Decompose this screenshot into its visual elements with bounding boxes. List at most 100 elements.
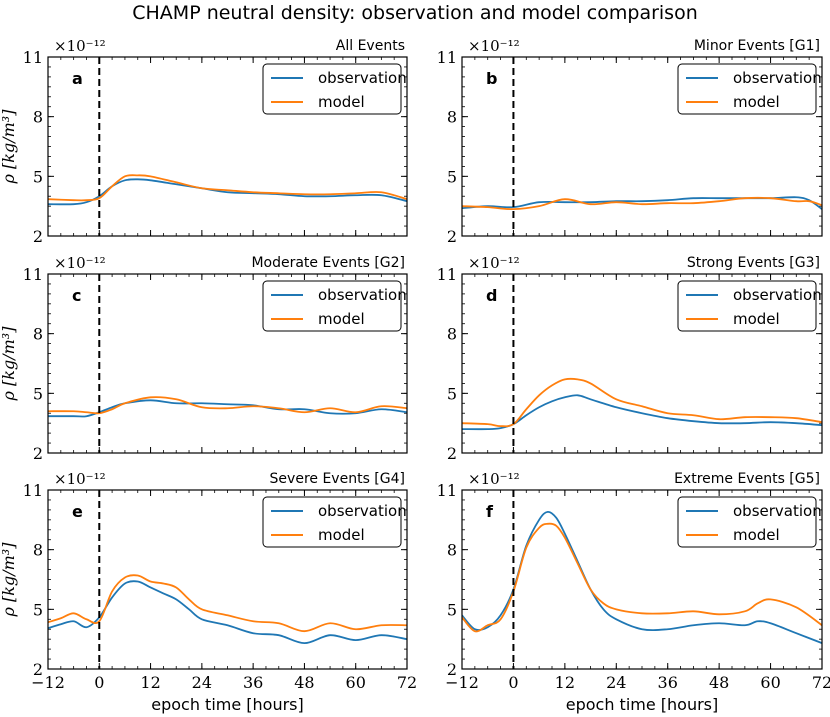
panel-title: Severe Events [G4] xyxy=(270,471,405,487)
axes-frame xyxy=(461,489,823,670)
legend-label-model: model xyxy=(318,526,365,544)
y-tick-label: 2 xyxy=(447,444,457,463)
y-tick-label: 5 xyxy=(447,384,457,403)
axes-frame xyxy=(461,273,823,454)
panel-f: −12 0 12 24 36 48 60 72 2 5 8 11 f Extreme Events [G5… xyxy=(437,470,830,714)
series-line-observation xyxy=(462,394,822,431)
legend-label-model: model xyxy=(733,310,780,328)
panel-title: Extreme Events [G5] xyxy=(674,471,820,487)
plot-area xyxy=(462,510,822,644)
panel-letter: d xyxy=(486,286,497,305)
y-axis-label: ρ [kg/m³] xyxy=(0,109,18,185)
y-tick-label: 8 xyxy=(33,108,43,127)
legend-label-model: model xyxy=(318,93,365,111)
axes-frame xyxy=(47,273,408,454)
panel-b: 2 5 8 11 b Minor Events [G1] ×10⁻¹² observation… xyxy=(437,37,823,246)
offset-label: ×10⁻¹² xyxy=(468,37,520,55)
legend-label-model: model xyxy=(733,526,780,544)
x-tick-label: 72 xyxy=(812,673,830,692)
panel-letter: a xyxy=(72,69,83,88)
y-tick-label: 8 xyxy=(447,108,457,127)
panel-e: −12 0 12 24 36 48 60 72 2 5 8 11 e Severe Events [G4]… xyxy=(0,470,417,714)
x-tick-label: 0 xyxy=(94,673,104,692)
y-tick-label: 5 xyxy=(33,600,43,619)
x-tick-label: 36 xyxy=(243,673,263,692)
x-tick-label: 48 xyxy=(294,673,314,692)
y-tick-label: 5 xyxy=(447,167,457,186)
legend: observation model xyxy=(677,63,822,115)
offset-label: ×10⁻¹² xyxy=(54,470,106,488)
y-tick-label: 5 xyxy=(33,384,43,403)
panel-a: 2 5 8 11 a All Events ×10⁻¹² observation model ρ … xyxy=(0,37,408,246)
panel-letter: b xyxy=(486,69,497,88)
x-tick-label: 36 xyxy=(658,673,678,692)
legend-label-observation: observation xyxy=(318,502,407,520)
y-tick-label: 2 xyxy=(33,660,43,679)
series-line-model xyxy=(462,522,822,633)
plot-area xyxy=(462,196,822,211)
y-tick-label: 8 xyxy=(447,325,457,344)
legend-label-observation: observation xyxy=(318,69,407,87)
y-tick-label: 5 xyxy=(33,167,43,186)
figure-title: CHAMP neutral density: observation and m… xyxy=(132,2,698,24)
panel-title: All Events xyxy=(336,38,405,54)
y-tick-label: 11 xyxy=(437,48,457,67)
y-tick-label: 8 xyxy=(447,541,457,560)
x-tick-label: 72 xyxy=(397,673,417,692)
series-line-model xyxy=(48,574,407,633)
x-tick-label: −12 xyxy=(445,673,479,692)
series-line-model xyxy=(48,174,407,202)
panel-title: Minor Events [G1] xyxy=(694,38,820,54)
legend: observation model xyxy=(262,63,407,115)
y-tick-label: 8 xyxy=(33,541,43,560)
y-tick-label: 2 xyxy=(33,227,43,246)
y-tick-label: 5 xyxy=(447,600,457,619)
legend-label-model: model xyxy=(318,310,365,328)
y-tick-label: 11 xyxy=(437,265,457,284)
y-tick-label: 2 xyxy=(33,444,43,463)
x-axis-label: epoch time [hours] xyxy=(566,695,719,714)
series-line-model xyxy=(462,196,822,211)
x-tick-label: 12 xyxy=(555,673,575,692)
legend: observation model xyxy=(262,496,407,548)
y-tick-label: 11 xyxy=(23,265,43,284)
panel-letter: e xyxy=(72,502,83,521)
offset-label: ×10⁻¹² xyxy=(54,37,106,55)
legend: observation model xyxy=(262,280,407,332)
x-tick-label: 24 xyxy=(606,673,626,692)
legend-label-observation: observation xyxy=(318,286,407,304)
x-tick-label: 0 xyxy=(508,673,518,692)
x-axis-label: epoch time [hours] xyxy=(151,695,304,714)
legend-label-model: model xyxy=(733,93,780,111)
y-tick-label: 2 xyxy=(447,227,457,246)
plot-area xyxy=(462,377,822,431)
x-tick-label: 24 xyxy=(192,673,212,692)
legend-label-observation: observation xyxy=(733,69,822,87)
y-axis-label: ρ [kg/m³] xyxy=(0,326,18,402)
axes-frame xyxy=(47,489,408,670)
x-tick-label: 12 xyxy=(140,673,160,692)
offset-label: ×10⁻¹² xyxy=(54,254,106,272)
panel-title: Strong Events [G3] xyxy=(687,255,820,271)
series-line-observation xyxy=(48,580,407,645)
legend: observation model xyxy=(677,280,822,332)
y-axis-label: ρ [kg/m³] xyxy=(0,542,18,618)
plot-area xyxy=(48,574,407,645)
offset-label: ×10⁻¹² xyxy=(468,254,520,272)
x-tick-label: 60 xyxy=(346,673,366,692)
panel-d: 2 5 8 11 d Strong Events [G3] ×10⁻¹² observatio… xyxy=(437,254,823,463)
y-tick-label: 2 xyxy=(447,660,457,679)
panel-letter: c xyxy=(72,286,81,305)
plot-area xyxy=(48,396,407,418)
panel-title: Moderate Events [G2] xyxy=(251,255,405,271)
legend-label-observation: observation xyxy=(733,502,822,520)
panel-letter: f xyxy=(486,502,494,521)
series-line-observation xyxy=(462,196,822,210)
panel-c: 2 5 8 11 c Moderate Events [G2] ×10⁻¹² observat… xyxy=(0,254,408,463)
plot-area xyxy=(48,174,407,206)
axes-frame xyxy=(47,56,408,237)
x-tick-label: 60 xyxy=(760,673,780,692)
x-tick-label: 48 xyxy=(709,673,729,692)
y-tick-label: 11 xyxy=(23,48,43,67)
